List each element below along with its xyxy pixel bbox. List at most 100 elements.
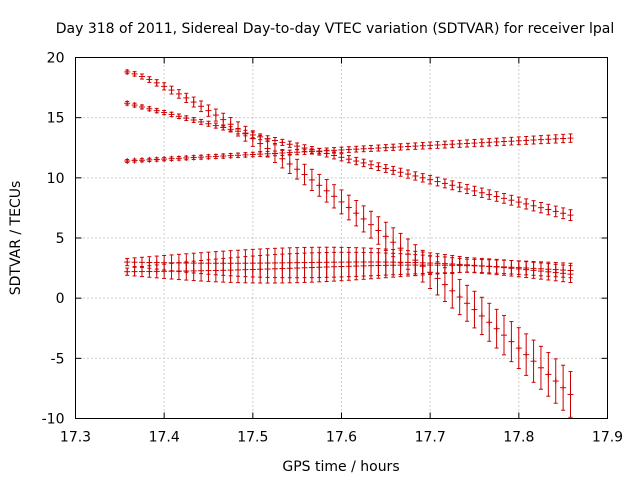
data-point — [368, 210, 375, 239]
data-point — [124, 267, 131, 276]
data-point — [264, 135, 271, 143]
data-point — [153, 264, 160, 279]
data-point — [161, 82, 168, 91]
data-point — [486, 259, 493, 274]
data-point — [515, 196, 522, 208]
data-point — [567, 133, 574, 143]
data-point — [382, 144, 389, 152]
data-point — [471, 290, 478, 329]
axis-ticks: 17.3 17.4 17.5 17.6 17.7 17.8 17.9 -10 -5 0 5 10 15 2… — [42, 51, 623, 446]
data-point — [138, 157, 145, 164]
data-point — [545, 203, 552, 216]
data-point — [323, 251, 330, 283]
data-point — [271, 150, 278, 157]
data-point — [567, 371, 574, 418]
data-point — [501, 259, 508, 275]
data-point — [464, 258, 471, 273]
data-point — [161, 109, 168, 116]
data-point — [560, 262, 567, 278]
data-point — [412, 171, 419, 181]
x-tick-label: 17.5 — [237, 430, 268, 446]
data-point — [545, 261, 552, 277]
data-point — [478, 259, 485, 274]
data-point — [124, 100, 131, 107]
data-point — [183, 154, 190, 161]
data-point — [190, 96, 197, 108]
data-point — [131, 102, 138, 109]
data-point — [530, 135, 537, 145]
data-point — [530, 339, 537, 383]
data-point — [286, 153, 293, 174]
data-point — [138, 256, 145, 268]
data-point — [464, 139, 471, 148]
data-point — [153, 156, 160, 163]
data-point — [175, 155, 182, 162]
data-point — [198, 259, 205, 282]
data-point — [493, 191, 500, 202]
data-point — [212, 258, 219, 283]
data-point — [153, 107, 160, 114]
data-point — [493, 259, 500, 274]
data-point — [449, 257, 456, 274]
data-point — [227, 152, 234, 159]
data-point — [212, 153, 219, 160]
data-point — [552, 134, 559, 144]
data-point — [338, 251, 345, 282]
data-point — [331, 184, 338, 209]
data-point — [419, 173, 426, 183]
data-point — [501, 314, 508, 356]
chart-title: Day 318 of 2011, Sidereal Day-to-day VTE… — [56, 21, 614, 37]
data-point — [301, 252, 308, 283]
data-point — [375, 216, 382, 245]
x-tick-label: 17.3 — [60, 430, 91, 446]
data-point — [486, 302, 493, 342]
data-point — [168, 262, 175, 280]
data-point — [375, 144, 382, 152]
data-point — [249, 131, 256, 139]
data-point — [220, 153, 227, 160]
data-point — [434, 255, 441, 275]
data-point — [545, 134, 552, 144]
data-point — [449, 180, 456, 191]
data-point — [478, 296, 485, 336]
data-point — [279, 149, 286, 156]
y-tick-label: -10 — [42, 412, 65, 428]
data-point — [131, 257, 138, 268]
data-point — [515, 327, 522, 370]
data-point — [345, 155, 352, 164]
data-point — [390, 252, 397, 278]
data-point — [478, 187, 485, 198]
data-point — [523, 333, 530, 376]
data-point — [360, 158, 367, 168]
data-point — [404, 169, 411, 179]
data-point — [560, 133, 567, 144]
data-point — [560, 364, 567, 411]
data-point — [227, 257, 234, 283]
data-point — [464, 284, 471, 322]
data-point — [190, 260, 197, 282]
data-point — [419, 254, 426, 276]
data-point — [419, 141, 426, 150]
data-point — [493, 308, 500, 349]
data-point — [198, 154, 205, 161]
data-point — [427, 255, 434, 275]
data-point — [316, 147, 323, 155]
data-point — [412, 142, 419, 150]
data-point — [508, 321, 515, 363]
data-point — [331, 251, 338, 282]
data-point — [434, 176, 441, 187]
y-tick-label: 10 — [47, 171, 65, 187]
data-point — [560, 207, 567, 220]
data-point — [537, 202, 544, 214]
data-point — [464, 183, 471, 195]
y-tick-label: 15 — [47, 111, 65, 127]
data-point — [286, 149, 293, 156]
data-point — [205, 120, 212, 127]
data-point — [183, 92, 190, 104]
data-point — [434, 141, 441, 149]
data-point — [183, 115, 190, 122]
data-point — [427, 141, 434, 150]
data-point — [360, 145, 367, 153]
data-point — [508, 136, 515, 146]
data-point — [138, 103, 145, 110]
